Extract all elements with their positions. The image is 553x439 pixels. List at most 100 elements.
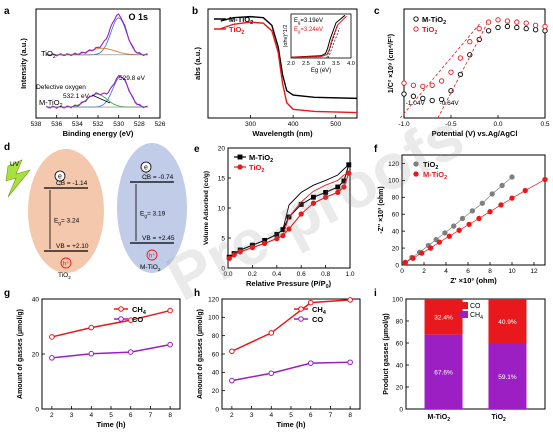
panel-c-legend-label: M-TiO2 (422, 15, 446, 26)
panel-e-legend-label: M-TiO2 (249, 153, 273, 164)
panel-h-point (268, 370, 275, 377)
panel-b-ylabel: abs (a.u.) (193, 47, 202, 80)
panel-d-material-label: M-TiO2 (140, 264, 161, 272)
panel-i-bar-label: 40.9% (498, 319, 517, 326)
panel-b-inset-tick-label: 3.5 (332, 61, 340, 67)
panel-h-y-tick-label: 80 (212, 333, 220, 340)
panel-g-series-line (51, 309, 171, 338)
panel-e-desorption-line (228, 164, 350, 258)
panel-a-x-tick-label: 538 (31, 121, 42, 128)
panel-c-point (514, 19, 520, 25)
panel-c-point (438, 78, 445, 84)
panel-g-series-line (51, 343, 171, 359)
panel-g-point (88, 324, 95, 331)
panel-e-ylabel: Volume Adsorbed (cc/g) (203, 171, 210, 245)
panel-a-annotation: Defective oxygen (36, 84, 86, 91)
panel-a-annotation: 532.1 eV (63, 93, 90, 100)
panel-g-xlabel: Time (h) (96, 420, 126, 429)
panel-c-point (495, 24, 501, 31)
panel-g-x-tick-label: 3 (70, 412, 74, 419)
panel-h-legend-marker (298, 306, 304, 312)
panel-a-x-tick-label: 528 (134, 121, 145, 128)
panel-e-x-tick-label: 1.0 (345, 271, 354, 278)
panel-e-point (286, 226, 292, 232)
panel-c-point (495, 17, 501, 23)
panel-a-xlabel: Binding energy (eV) (63, 129, 134, 138)
panel-b-inset-tick-label: 2.5 (302, 61, 310, 67)
panel-c-point (448, 88, 454, 94)
panel-f-point (469, 208, 476, 214)
panel-b-inset-label: Eg=3.19eV (294, 18, 323, 25)
panel-f-x-tick-label: 8 (488, 268, 492, 275)
panel-a-envelope-1 (45, 74, 148, 109)
panel-b-series-line (220, 15, 358, 100)
panel-d-vb-label: VB = +2.10 (56, 243, 89, 250)
panel-i-frame (405, 298, 546, 410)
panel-h-legend-marker (298, 316, 304, 322)
panel-c-point (467, 39, 473, 45)
panel-e-y-tick-label: 20 (218, 145, 226, 152)
panel-i-bar (488, 299, 527, 344)
panel-c-point (504, 18, 511, 24)
panel-i-y-tick-label: 100 (392, 296, 403, 303)
panel-f-point (489, 191, 495, 197)
panel-g-y-tick-label: 0 (35, 406, 39, 413)
panel-e-x-tick-label: 0.2 (248, 271, 257, 278)
panel-f-x-tick-label: 0 (400, 268, 404, 275)
panel-c-point (532, 27, 539, 33)
panel-f-x-tick-label: 2 (422, 268, 426, 275)
panel-f-y-tick-label: 40 (392, 228, 400, 235)
panel-e-point (237, 249, 243, 255)
panel-f-x-tick-label: 6 (466, 268, 470, 275)
panel-h-xlabel: Time (h) (276, 420, 306, 429)
panel-a-annotation: 529.8 eV (119, 75, 146, 82)
panel-e-legend-marker (237, 154, 243, 160)
panel-label-g: g (4, 288, 10, 299)
panel-label-h: h (194, 288, 200, 299)
panel-e-y-tick-label: 0 (221, 265, 225, 272)
panel-i-legend-swatch (460, 302, 468, 309)
panel-c-fit-line (437, 24, 488, 119)
panel-f-point (459, 215, 466, 222)
panel-c-point (420, 83, 426, 90)
panel-c-point (429, 82, 435, 88)
panel-h-legend-label: CH4 (312, 305, 326, 316)
panel-c-point (410, 93, 417, 99)
panel-h-point (347, 359, 353, 366)
panel-b-inset-line (290, 14, 346, 58)
panel-f-y-tick-label: 60 (392, 212, 400, 219)
panel-f-point (466, 221, 472, 228)
panel-i-y-tick-label: 0 (399, 406, 403, 413)
panel-i-ylabel: Product gasses (µmol/g) (383, 313, 390, 394)
panel-i-y-tick-label: 20 (396, 384, 404, 391)
panel-i-y-tick-label: 80 (396, 318, 404, 325)
panel-e-point (280, 232, 286, 239)
panel-i-category-label: TiO2 (491, 414, 506, 423)
panel-f-x-tick-label: 4 (444, 268, 448, 275)
panel-b-xlabel: Wavelength (nm) (252, 129, 313, 138)
panel-c-fit-line (399, 21, 482, 119)
panel-g-point (167, 307, 173, 314)
panel-g-frame (41, 298, 181, 410)
panel-f-legend-marker (413, 171, 419, 177)
panel-b-legend-label: M-TiO2 (229, 15, 253, 26)
panel-a-title: O 1s (128, 12, 148, 22)
panel-f-point (509, 195, 515, 201)
panel-e-point (341, 184, 347, 190)
panel-f-y-tick-label: 0 (395, 262, 399, 269)
panel-e-legend-label: TiO2 (249, 163, 264, 174)
panel-b-frame (207, 8, 358, 119)
panel-f-point (446, 233, 452, 239)
panel-d-cb-label: CB = -1.14 (56, 180, 88, 187)
panel-f-point (542, 176, 548, 183)
panel-f-xlabel: Z' ×10³ (ohm) (450, 276, 497, 285)
panel-c-point (410, 82, 417, 88)
panel-h-point (347, 297, 353, 303)
panel-b-inset-tick-label: 4.0 (347, 61, 355, 67)
panel-label-a: a (4, 6, 10, 17)
panel-e-point (322, 194, 329, 200)
panel-a-ylabel: Intensity (a.u.) (19, 38, 28, 89)
panel-d-material-label: TiO2 (58, 272, 71, 280)
panel-c-point (401, 80, 407, 86)
